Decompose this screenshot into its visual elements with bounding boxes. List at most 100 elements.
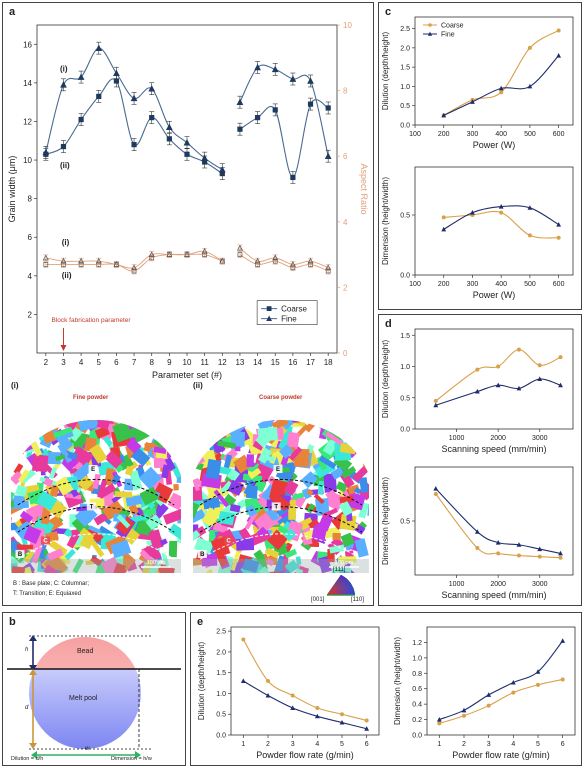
data-point-fine — [271, 65, 279, 73]
y-tick-label: 1.0 — [412, 655, 422, 662]
label-ii-lower: (ii) — [62, 271, 72, 280]
bead-label: Bead — [77, 648, 94, 655]
ipf-001: [001] — [311, 597, 325, 603]
zone-boundary — [17, 533, 175, 560]
x-tick-label: 100 — [409, 281, 421, 288]
data-point-fine-ar — [184, 251, 190, 257]
melt-pool-label: Melt pool — [69, 695, 98, 702]
x-tick-label: 16 — [288, 358, 297, 367]
y-tick-label: 6 — [28, 233, 33, 242]
ebsd-coarse-label: (ii) — [193, 381, 203, 390]
data-point-fine — [556, 222, 562, 227]
x-tick-label: 1 — [241, 741, 245, 748]
y-tick-label: 0.0 — [400, 427, 410, 434]
ebsd-caption-line1: B : Base plate; C: Columnar; — [13, 581, 90, 587]
x-axis-label: Powder flow rate (g/min) — [256, 750, 354, 760]
grain-map — [11, 419, 181, 573]
plot-frame — [230, 626, 380, 736]
data-point-fine — [254, 63, 261, 71]
data-point-fine — [290, 705, 296, 710]
data-point-coarse — [556, 235, 561, 240]
data-point-coarse — [511, 690, 516, 695]
y-tick-label: 2.0 — [216, 649, 226, 656]
y-tick-label: 0.0 — [412, 733, 422, 740]
data-point-coarse — [340, 712, 344, 717]
data-point-coarse — [486, 703, 491, 708]
y-tick-label: 0.0 — [216, 733, 226, 740]
x-tick-label: 200 — [438, 281, 450, 288]
x-tick-label: 600 — [553, 131, 565, 138]
data-point-coarse — [96, 93, 102, 99]
data-point-fine-ar — [60, 257, 67, 264]
y2-tick-label: 6 — [343, 152, 348, 161]
data-point-fine-ar — [325, 264, 332, 271]
data-point-coarse — [537, 363, 542, 368]
data-point-coarse-ar — [237, 252, 243, 257]
x-tick-label: 4 — [315, 741, 319, 748]
data-point-fine — [436, 716, 442, 722]
zone-tag-bg — [273, 465, 283, 473]
data-point-fine — [470, 210, 475, 215]
x-tick-label: 400 — [495, 281, 507, 288]
data-point-fine — [183, 139, 191, 146]
zone-boundary — [199, 506, 363, 533]
data-point-fine — [516, 542, 522, 547]
dimension-formula: Dimension = h/w — [111, 756, 152, 762]
data-point-coarse — [433, 492, 438, 496]
label-ii-upper: (ii) — [60, 161, 70, 170]
data-point-coarse — [496, 364, 501, 369]
ebsd-caption-line2: T: Transition; E: Equiaxed — [13, 591, 82, 597]
base-plate — [193, 559, 369, 573]
data-point-fine — [527, 205, 533, 210]
ebsd-caption: B : Base plate; C: Columnar; T: Transiti… — [13, 579, 89, 599]
zone-tag-bg — [224, 536, 234, 545]
data-point-coarse — [560, 677, 565, 682]
y-axis-label: Dilution (depth/height) — [197, 642, 206, 721]
x-tick-label: 13 — [235, 358, 244, 367]
zone-boundary — [199, 479, 363, 506]
data-point-fine — [314, 713, 320, 719]
x-tick-label: 15 — [271, 358, 280, 367]
data-point-fine-ar — [289, 261, 296, 267]
data-point-coarse — [556, 28, 561, 33]
zone-tag-B: B — [18, 552, 23, 558]
x-tick-label: 300 — [467, 131, 479, 138]
data-point-fine — [535, 669, 541, 674]
series-line-fine — [435, 378, 561, 406]
x-tick-label: 6 — [561, 741, 565, 748]
data-point-coarse — [537, 554, 542, 559]
dilution-formula: Dilution = d/h — [11, 756, 44, 762]
ebsd-coarse: (ii) Coarse powder E T C B 100 μm — [193, 381, 369, 573]
data-point-fine — [441, 112, 447, 118]
data-point-coarse — [499, 90, 504, 95]
ipf-triangle — [326, 574, 356, 596]
label-i-upper: (i) — [60, 64, 68, 73]
data-point-fine — [307, 77, 314, 84]
data-point-fine — [324, 152, 332, 159]
data-point-coarse — [433, 398, 438, 403]
x-tick-label: 2000 — [490, 581, 506, 588]
x-tick-label: 4 — [511, 741, 515, 748]
data-point-fine — [486, 692, 492, 697]
y2-tick-label: 2 — [343, 283, 348, 292]
x-tick-label: 3 — [487, 741, 491, 748]
x-tick-label: 400 — [495, 131, 507, 138]
x-tick-label: 11 — [200, 358, 209, 367]
ipf-legend: [111] [001] [110] — [309, 567, 373, 605]
x-tick-label: 100 — [409, 131, 421, 138]
x-tick-label: 2 — [266, 741, 270, 748]
data-point-coarse — [527, 233, 532, 238]
x-tick-label: 500 — [524, 131, 536, 138]
panel-label-e: e — [197, 616, 204, 628]
zone-tag-E: E — [276, 467, 280, 473]
ebsd-fine-map: E T C B 100 μm — [11, 419, 181, 573]
x-axis-label: Scanning speed (mm/min) — [441, 444, 546, 454]
series-line-fine — [439, 640, 564, 721]
data-point-fine — [495, 382, 501, 388]
series-line-coarse — [443, 210, 559, 239]
y-tick-label: 2 — [28, 310, 33, 319]
data-point-coarse — [184, 151, 190, 157]
data-point-coarse — [149, 115, 155, 121]
y-tick-label: 1.5 — [400, 65, 410, 72]
y-tick-label: 4 — [28, 272, 33, 281]
